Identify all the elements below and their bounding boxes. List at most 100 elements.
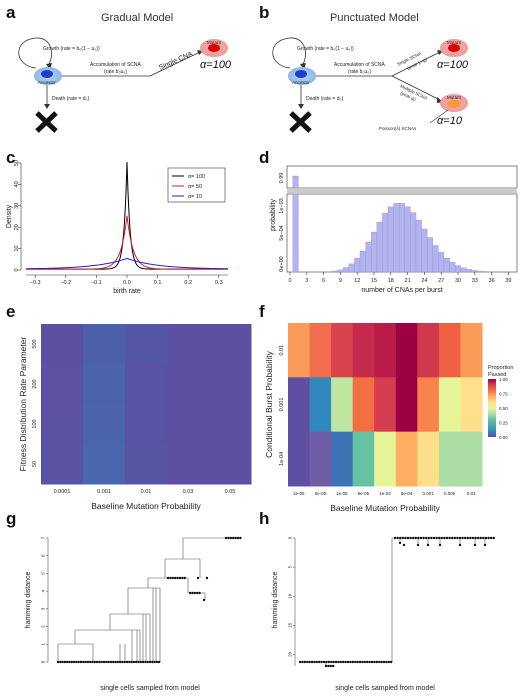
y-tick-label-d: 0.99	[279, 173, 285, 184]
leaf-node-g	[91, 660, 94, 664]
bar-d	[471, 270, 478, 273]
heatmap-cell-f	[288, 377, 311, 433]
leaf-node-h	[399, 536, 402, 540]
x-axis-label-f: Baseline Mutation Probability	[330, 503, 440, 513]
ancestor-nucleus-b	[295, 70, 307, 78]
heatmap-cell-f	[460, 431, 483, 487]
leaf-node-g	[93, 660, 97, 664]
leaf-node-g	[82, 660, 85, 664]
leaf-node-h	[484, 536, 488, 540]
single-cna-label: Single CNA	[158, 51, 194, 72]
leaf-node-h	[375, 660, 378, 664]
bar-d	[410, 212, 417, 273]
x-tick-label-e: 0.05	[225, 489, 236, 495]
x-tick-label-d: 33	[472, 278, 478, 284]
leaf-node-g	[59, 660, 62, 664]
leaf-node-g	[114, 660, 117, 664]
y-tick-label-g: 6	[41, 554, 46, 557]
leaf-node-h	[438, 536, 441, 540]
heatmap-cell-e	[41, 444, 84, 485]
panel-label-c: c	[6, 148, 15, 167]
leaf-node-g	[153, 660, 156, 664]
leaf-node-h	[351, 660, 354, 664]
heatmap-cell-e	[41, 324, 84, 365]
panel-h: h 0 5 10 15 20 single cells sampled from mode…	[259, 509, 495, 692]
y-tick-label-f: 1e-04	[279, 452, 285, 466]
panel-label-a: a	[6, 3, 16, 22]
y-axis-label-e: Fitness Distribution Rate Parameter	[18, 337, 28, 472]
bar-d	[432, 245, 439, 273]
x-tick-label-f: 1e-04	[379, 491, 391, 496]
leaf-node-h	[306, 660, 309, 664]
leaf-node-h	[380, 660, 383, 664]
bar-d	[382, 213, 389, 273]
leaf-node-g	[121, 660, 124, 664]
leaf-node-g	[84, 660, 87, 664]
alpha-label-a: α=100	[200, 59, 232, 71]
leaf-node-g	[205, 576, 209, 580]
growth-loop-arrow-b	[272, 37, 306, 69]
leaf-node-g	[137, 660, 140, 664]
leaf-node-h	[318, 660, 321, 664]
bar-d	[415, 220, 422, 273]
x-tick-label-d: 30	[455, 278, 461, 284]
bar-d	[331, 270, 338, 273]
leaf-node-h	[385, 660, 388, 664]
leaf-node-g	[141, 660, 145, 664]
legend-label-c: α= 100	[188, 174, 205, 180]
panel-f: f 1e-06 5e-06 1e-05 5e-05 1e-04 5e-04 0.001 0.0…	[259, 302, 513, 513]
leaf-node-h	[332, 660, 335, 664]
bar-d	[449, 262, 456, 273]
heatmap-cell-e	[209, 324, 252, 365]
heatmap-cell-e	[125, 364, 168, 405]
x-tick-label-c: −0.1	[91, 280, 102, 286]
leaf-node-g	[112, 660, 115, 664]
leaf-node-h	[426, 543, 430, 547]
gradual-phylogeny-tree: 0 1 2 3 4 5 6 7 single cells sampled from model h…	[25, 536, 242, 692]
panel-b: b Punctuated Model Growth (rate = b₀(1 −…	[259, 3, 469, 133]
x-tick-label-d: 12	[354, 278, 360, 284]
leaf-node-h	[387, 660, 390, 664]
single-cna-arrow	[149, 51, 201, 77]
bar-d	[427, 237, 433, 273]
leaf-node-h	[445, 536, 449, 540]
poisson-label: Poisson(λ) SCNAs	[379, 126, 417, 131]
ancestor-label-a: Ancestor	[38, 80, 56, 85]
leaf-node-g	[236, 536, 240, 540]
leaf-node-h	[346, 660, 350, 664]
leaf-node-h	[417, 536, 420, 540]
leaf-node-g	[102, 660, 106, 664]
bar-d	[399, 203, 405, 273]
death-label-b: Death (rate = d₀)	[306, 96, 344, 102]
legend-tick-label-f: 0.50	[499, 406, 508, 411]
heatmap-cell-f	[460, 323, 483, 378]
leaf-node-g	[128, 660, 131, 664]
x-tick-label-d: 36	[489, 278, 495, 284]
bar-d	[393, 203, 400, 273]
leaf-node-g	[105, 660, 108, 664]
leaf-node-h	[327, 660, 330, 664]
leaf-node-g	[202, 598, 206, 602]
death-label-a: Death (rate = d₀)	[52, 96, 90, 102]
x-tick-label-c: 0.2	[184, 280, 192, 286]
leaf-node-h	[366, 660, 369, 664]
bar-d	[466, 269, 473, 273]
leaf-node-g	[132, 660, 136, 664]
legend-label-c: α= 10	[188, 194, 202, 200]
leaf-node-g	[181, 576, 184, 580]
bar-d	[483, 271, 489, 273]
y-tick-label-g: 4	[41, 589, 46, 592]
leaf-node-g	[98, 660, 101, 664]
accum-label-b-1: Accumulation of SCNA	[334, 62, 386, 68]
leaf-node-h	[361, 660, 364, 664]
panel-d: d 0 3 6 9 12 15 18 21 24 27 30 33 36 390.991e−035e−04…	[259, 148, 518, 294]
bar-d	[443, 257, 450, 273]
leaf-node-h	[358, 660, 362, 664]
leaf-node-h	[393, 536, 397, 540]
heatmap-cell-f	[438, 431, 461, 487]
x-tick-label-c: 0.0	[123, 280, 131, 286]
heatmap-cell-e	[209, 364, 252, 405]
panel-label-e: e	[6, 302, 15, 321]
bar-d	[477, 270, 484, 273]
leaf-node-h	[492, 536, 495, 540]
